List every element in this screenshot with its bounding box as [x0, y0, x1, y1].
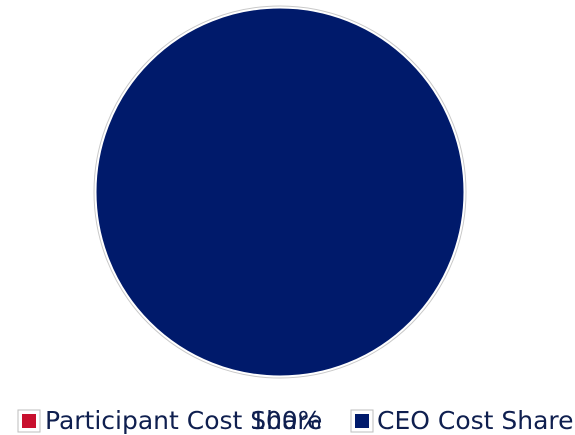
pie-slice-ceo-cost-share: [95, 7, 465, 377]
legend-label-ceo-cost-share: CEO Cost Share: [377, 406, 574, 435]
pie-slices: [93, 5, 467, 379]
legend-item-participant-cost-share: Participant Cost Share: [17, 406, 322, 435]
data-label-ceo-cost-share: 100%: [250, 406, 321, 435]
pie-outline: [93, 5, 467, 379]
legend-swatch-fill-participant-cost-share: [22, 414, 36, 428]
legend-item-ceo-cost-share: CEO Cost Share: [350, 406, 574, 435]
legend-label-participant-cost-share: Participant Cost Share: [45, 406, 322, 435]
legend-swatch-fill-ceo-cost-share: [355, 414, 369, 428]
legend: Participant Cost Share CEO Cost Share: [17, 406, 574, 435]
